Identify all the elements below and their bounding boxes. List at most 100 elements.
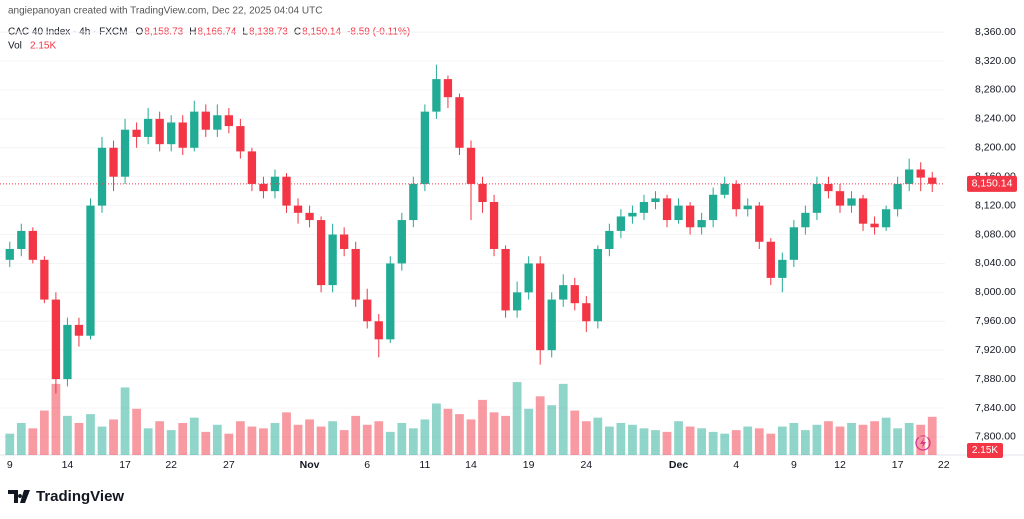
candle-body (120, 129, 130, 177)
attribution: angiepanoyan created with TradingView.co… (8, 6, 322, 17)
candle-body (478, 183, 487, 202)
candle-body (409, 183, 418, 221)
volume-bar (166, 430, 176, 455)
candle-body (282, 176, 291, 206)
candle-body (582, 303, 591, 322)
candle-body (858, 198, 868, 224)
volume-bar (789, 423, 799, 455)
volume-bar (351, 415, 361, 455)
volume-bar (16, 423, 26, 455)
candle-body (685, 205, 695, 228)
volume-bar (835, 426, 845, 455)
candle-body (824, 183, 833, 192)
price-tag (967, 175, 1017, 192)
volume-bar (662, 431, 672, 455)
volume-bar (628, 424, 637, 455)
candle-body (489, 201, 499, 249)
y-tick-label: 7,920.00 (975, 344, 1016, 356)
x-tick-label: 4 (733, 459, 739, 471)
volume-tag-label: 2.15K (972, 445, 998, 456)
candle-body (881, 209, 891, 228)
volume-bar (259, 428, 268, 455)
candle-body (316, 220, 326, 286)
volume-bar (604, 426, 614, 455)
volume-bar (132, 408, 141, 455)
volume-tag (967, 443, 1003, 458)
candle-body (616, 216, 626, 231)
candle-body (167, 122, 176, 145)
y-tick-label: 8,120.00 (975, 199, 1016, 211)
volume-bar (674, 421, 683, 455)
y-tick-label: 8,040.00 (975, 257, 1016, 269)
candle-body (224, 115, 234, 127)
volume-bar (189, 417, 199, 455)
logo: TradingView (8, 488, 124, 505)
volume-bar (385, 431, 395, 455)
volume-bar (893, 428, 903, 455)
candle-body (524, 263, 533, 293)
candle-body (5, 248, 14, 260)
volume-bar (651, 430, 660, 455)
volume-bar (455, 414, 464, 455)
volume-bar (5, 433, 15, 455)
x-tick-label: 9 (791, 459, 797, 471)
candle-body (766, 241, 775, 278)
volume-bar (224, 433, 234, 455)
brand: TradingView (36, 488, 124, 505)
price-tag-label: 8,150.14 (972, 178, 1013, 190)
volume-bar (63, 415, 72, 455)
candle-body (190, 111, 199, 148)
volume-bar (408, 428, 418, 455)
volume-bar (720, 433, 730, 455)
volume-bar (305, 419, 314, 455)
x-tick-label: 19 (523, 459, 535, 471)
y-tick-label: 8,000.00 (975, 286, 1016, 298)
volume-bar (28, 428, 38, 455)
volume-bar (282, 412, 291, 455)
volume-bar (212, 424, 222, 455)
candle-body (893, 183, 902, 210)
candle-body (916, 169, 925, 178)
candle-body (835, 191, 845, 206)
volume-bar (86, 414, 95, 455)
x-tick-label: 14 (465, 459, 477, 471)
volume-legend: 2.15K (30, 41, 56, 52)
x-tick-label: 17 (892, 459, 904, 471)
volume-bar (754, 428, 764, 455)
y-tick-label: 8,240.00 (975, 113, 1016, 125)
volume-bar (777, 426, 787, 455)
x-tick-label: 12 (834, 459, 846, 471)
volume-bar (927, 416, 937, 455)
volume-bar (801, 430, 810, 455)
candle-body (870, 223, 879, 228)
y-tick-label: 8,080.00 (975, 228, 1016, 240)
volume-bar (109, 419, 118, 455)
volume-bar (766, 433, 776, 455)
logo-icon (8, 490, 30, 503)
candle-body (547, 299, 556, 351)
volume-bar (581, 421, 591, 455)
volume-bar (858, 424, 868, 455)
volume-title: Vol (8, 41, 22, 52)
candle-body (559, 285, 568, 300)
x-tick-label: Nov (300, 459, 320, 471)
volume-bar (812, 424, 822, 455)
candle-body (801, 212, 810, 228)
x-tick-label: 24 (580, 459, 592, 471)
candle-body (905, 169, 914, 184)
volume-bar (247, 426, 257, 455)
candle-body (605, 230, 614, 249)
volume-bar (616, 423, 626, 455)
candle-body (247, 151, 257, 184)
candle-body (86, 205, 95, 336)
y-tick-label: 8,320.00 (975, 55, 1016, 67)
candle-body (455, 97, 464, 148)
volume-bar (443, 408, 453, 455)
volume-bar (293, 424, 303, 455)
volume-bar (97, 426, 107, 455)
candle-body (432, 79, 441, 112)
candle-body (466, 147, 476, 184)
candle-body (443, 79, 453, 98)
x-tick-label: 17 (119, 459, 131, 471)
